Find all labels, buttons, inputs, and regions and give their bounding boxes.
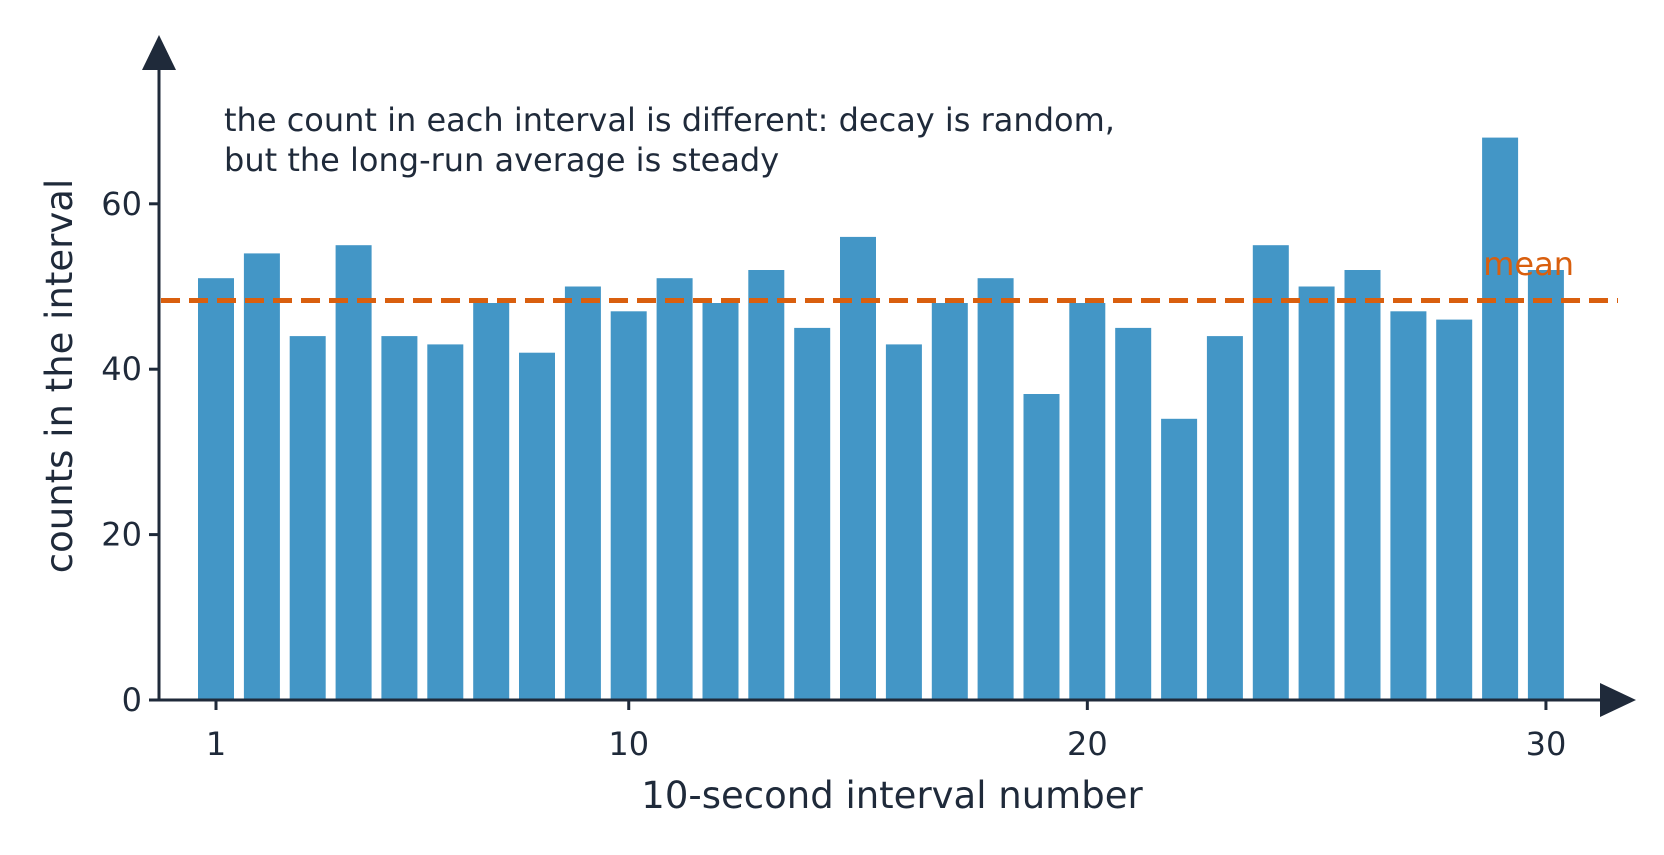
bar-interval-16: [885, 344, 922, 700]
bar-interval-20: [1069, 303, 1106, 700]
bar-interval-28: [1436, 319, 1473, 700]
bar-interval-14: [794, 327, 831, 700]
bar-interval-29: [1482, 137, 1519, 701]
mean-label: mean: [1483, 245, 1574, 283]
bar-interval-24: [1252, 245, 1289, 700]
y-ticks-group: 0 20 40 60: [101, 185, 159, 719]
bar-interval-18: [977, 278, 1014, 700]
bar-interval-23: [1206, 336, 1243, 700]
mean-group: mean: [161, 245, 1618, 304]
bar-interval-9: [564, 286, 601, 700]
x-ticks-group: 1 10 20 30: [206, 700, 1566, 763]
x-tick-label-20: 20: [1067, 725, 1108, 763]
bars-group: [198, 137, 1564, 701]
bar-interval-26: [1344, 270, 1381, 700]
bar-interval-4: [335, 245, 372, 700]
y-axis-arrow-icon: [142, 35, 176, 70]
bar-interval-2: [243, 253, 280, 700]
bar-interval-10: [610, 311, 647, 700]
bar-interval-8: [519, 352, 555, 700]
y-tick-label-60: 60: [101, 185, 142, 223]
bar-interval-30: [1527, 270, 1564, 700]
bar-interval-22: [1161, 418, 1198, 700]
bar-interval-27: [1390, 311, 1427, 700]
bar-interval-19: [1023, 394, 1060, 700]
annotation-line-2: but the long-run average is steady: [224, 141, 779, 179]
bar-interval-12: [702, 303, 739, 700]
annotation-line-1: the count in each interval is different:…: [224, 101, 1115, 139]
bar-interval-3: [289, 336, 326, 700]
bar-interval-25: [1298, 286, 1335, 700]
y-tick-label-0: 0: [122, 681, 142, 719]
bar-interval-7: [473, 303, 510, 700]
bar-interval-17: [931, 303, 968, 700]
bar-interval-11: [656, 278, 693, 700]
axes-group: [142, 35, 1636, 717]
x-tick-label-30: 30: [1526, 725, 1567, 763]
bar-interval-5: [381, 336, 418, 700]
x-axis-label: 10-second interval number: [641, 774, 1143, 817]
bar-interval-6: [427, 344, 464, 700]
x-tick-label-10: 10: [608, 725, 649, 763]
y-tick-label-20: 20: [101, 516, 142, 554]
bar-interval-13: [748, 270, 785, 700]
bar-interval-15: [840, 236, 876, 700]
y-axis-label: counts in the interval: [38, 179, 81, 573]
x-axis-arrow-icon: [1600, 683, 1636, 717]
bar-interval-21: [1115, 327, 1152, 700]
x-tick-label-1: 1: [206, 725, 226, 763]
y-tick-label-40: 40: [101, 350, 142, 388]
bar-interval-1: [198, 278, 234, 700]
